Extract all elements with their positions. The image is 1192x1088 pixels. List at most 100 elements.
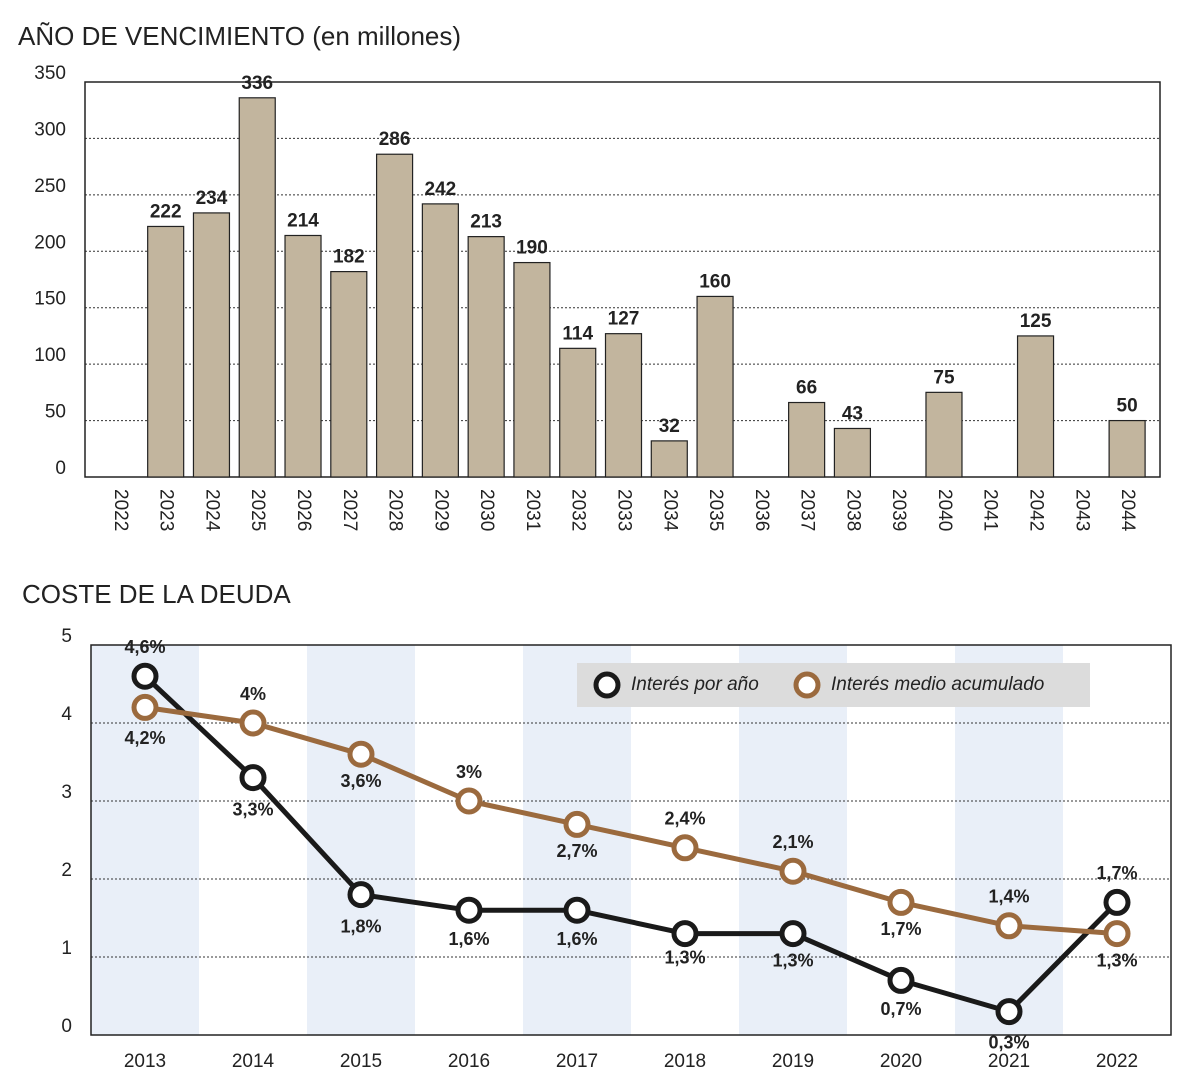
x-tick-label: 2028 [385, 489, 406, 531]
x-tick-label: 2021 [988, 1051, 1030, 1072]
data-label: 2,1% [772, 832, 813, 852]
x-tick-label: 2034 [659, 489, 680, 532]
data-label: 1,3% [772, 950, 813, 970]
bar [833, 427, 872, 478]
data-label: 75 [933, 367, 955, 388]
x-tick-label: 2025 [247, 489, 268, 531]
y-tick-label: 100 [34, 345, 66, 366]
data-label: 127 [608, 309, 640, 330]
x-tick-label: 2031 [522, 489, 543, 531]
bar [238, 97, 276, 478]
point [671, 920, 699, 948]
data-label: 160 [699, 271, 731, 292]
legend-marker [593, 671, 621, 699]
bar [330, 271, 368, 478]
x-tick-label: 2041 [980, 489, 1001, 531]
point [347, 881, 375, 909]
data-label: 50 [1117, 396, 1138, 417]
data-label: 234 [196, 188, 228, 209]
x-tick-label: 2043 [1071, 489, 1092, 531]
chart-title: COSTE DE LA DEUDA [22, 579, 291, 609]
x-tick-label: 2029 [430, 489, 451, 531]
y-tick-label: 150 [34, 289, 66, 310]
x-tick-label: 2014 [232, 1051, 275, 1072]
band-shade [523, 645, 631, 1035]
x-tick-label: 2015 [340, 1051, 382, 1072]
data-label: 3,6% [340, 771, 381, 791]
data-label: 114 [562, 323, 593, 344]
x-tick-label: 2035 [705, 489, 726, 531]
x-tick-label: 2036 [751, 489, 772, 531]
y-tick-label: 3 [61, 782, 72, 803]
frame [90, 644, 1172, 1036]
data-label: 66 [796, 378, 817, 399]
band-shade [955, 645, 1063, 1035]
data-label: 213 [470, 212, 502, 233]
bar [421, 203, 459, 478]
y-tick-label: 5 [61, 626, 72, 647]
x-tick-label: 2027 [339, 489, 360, 531]
data-label: 214 [287, 211, 319, 232]
point [995, 912, 1023, 940]
x-tick-label: 2042 [1026, 489, 1047, 531]
point [455, 787, 483, 815]
data-label: 4% [240, 684, 266, 704]
point [995, 998, 1023, 1026]
point [131, 693, 159, 721]
data-label: 1,3% [1096, 950, 1137, 970]
point [563, 896, 591, 924]
bar [925, 391, 963, 478]
x-tick-label: 2020 [880, 1051, 922, 1072]
x-tick-label: 2026 [293, 489, 314, 531]
data-label: 1,6% [448, 929, 489, 949]
band-shade [307, 645, 415, 1035]
data-label: 4,2% [124, 728, 165, 748]
bar [604, 333, 643, 478]
data-label: 43 [842, 403, 863, 424]
data-label: 1,6% [556, 929, 597, 949]
point [779, 857, 807, 885]
bar [513, 261, 551, 478]
chart-title: AÑO DE VENCIMIENTO (en millones) [18, 21, 461, 51]
y-tick-label: 50 [45, 402, 66, 423]
point [779, 920, 807, 948]
y-tick-label: 2 [61, 860, 72, 881]
data-label: 242 [425, 179, 457, 200]
point [1103, 888, 1131, 916]
data-label: 4,6% [124, 637, 165, 657]
point [239, 709, 267, 737]
point [887, 966, 915, 994]
bar [1108, 419, 1146, 478]
bar [147, 225, 185, 478]
data-label: 1,8% [340, 916, 381, 936]
bar [192, 212, 231, 478]
point [455, 896, 483, 924]
y-tick-label: 0 [55, 458, 66, 479]
data-label: 2,4% [664, 809, 705, 829]
legend-box [577, 663, 1090, 707]
bar [467, 236, 505, 478]
data-label: 1,4% [988, 887, 1029, 907]
x-tick-label: 2032 [568, 489, 589, 531]
x-tick-label: 2016 [448, 1051, 490, 1072]
point [887, 888, 915, 916]
data-label: 2,7% [556, 841, 597, 861]
y-tick-label: 1 [61, 938, 72, 959]
x-tick-label: 2024 [201, 489, 222, 532]
x-tick-label: 2040 [934, 489, 955, 531]
data-label: 0,3% [988, 1032, 1029, 1052]
y-tick-label: 250 [34, 176, 66, 197]
band-shade [739, 645, 847, 1035]
series-line [144, 704, 1118, 937]
point [1103, 920, 1131, 948]
y-tick-label: 300 [34, 119, 66, 140]
data-label: 3% [456, 762, 482, 782]
x-tick-label: 2018 [664, 1051, 706, 1072]
bar [375, 153, 414, 478]
x-tick-label: 2023 [156, 489, 177, 531]
data-label: 222 [150, 201, 182, 222]
y-tick-label: 350 [34, 63, 66, 84]
data-label: 125 [1020, 311, 1052, 332]
bar [788, 401, 826, 478]
